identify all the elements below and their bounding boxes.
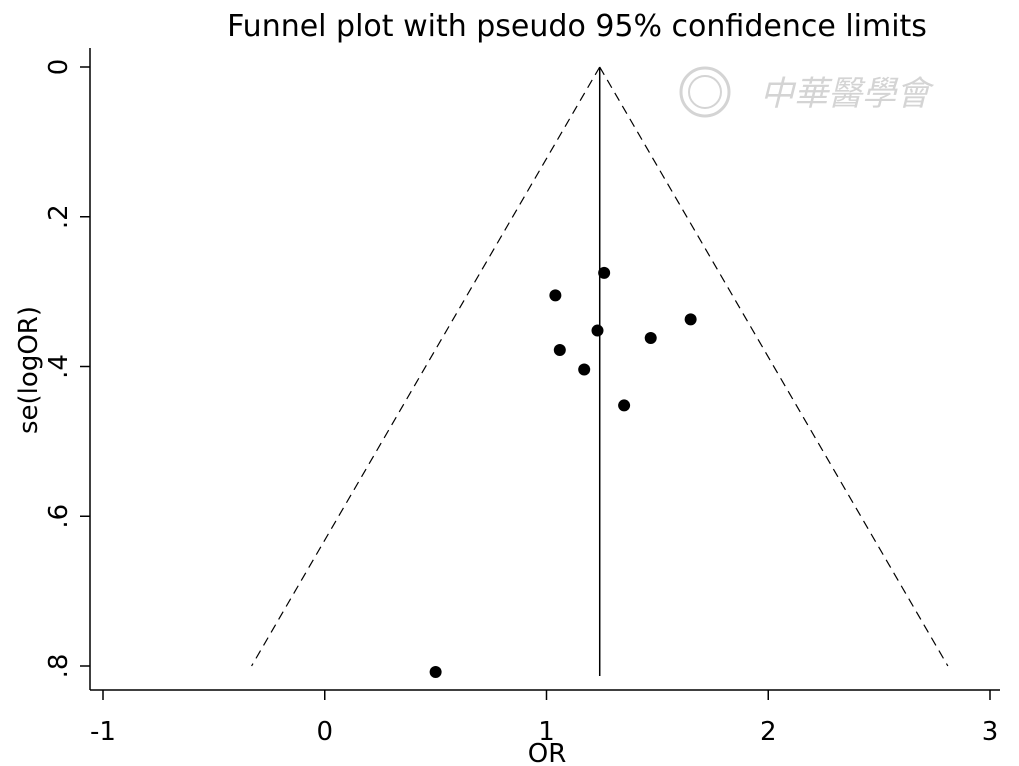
x-tick-label: -1	[90, 717, 116, 747]
data-point	[684, 313, 697, 326]
x-axis-title: OR	[528, 739, 567, 766]
confidence-limit-right	[599, 66, 949, 667]
data-point	[549, 289, 562, 302]
data-point	[591, 324, 604, 337]
x-tick-label: 3	[982, 717, 999, 747]
chart-title: Funnel plot with pseudo 95% confidence l…	[227, 9, 927, 44]
data-point	[644, 332, 657, 345]
data-point	[578, 363, 591, 376]
funnel-lines	[251, 66, 949, 676]
watermark-text: 中華醫學會	[760, 74, 935, 114]
data-point	[618, 399, 631, 412]
data-point	[598, 266, 611, 279]
data-point	[553, 344, 566, 357]
x-tick-label: 2	[760, 717, 777, 747]
axes: -1 0 1 2 3 0 .2 .4 .6 .8	[44, 48, 1000, 747]
data-points	[429, 266, 697, 678]
confidence-limit-left	[251, 66, 601, 667]
y-tick-label: .6	[44, 504, 74, 529]
y-tick-label: 0	[44, 59, 74, 76]
y-axis-title: se(logOR)	[14, 306, 44, 434]
y-tick-label: .2	[44, 204, 74, 229]
x-tick-label: 0	[316, 717, 333, 747]
y-tick-label: .8	[44, 654, 74, 679]
watermark: 中華醫學會	[679, 66, 935, 118]
watermark-seal-inner-icon	[688, 75, 722, 109]
y-tick-label: .4	[44, 354, 74, 379]
watermark-seal-icon	[679, 66, 731, 118]
data-point	[429, 665, 442, 678]
x-tick-label: 1	[538, 717, 555, 747]
